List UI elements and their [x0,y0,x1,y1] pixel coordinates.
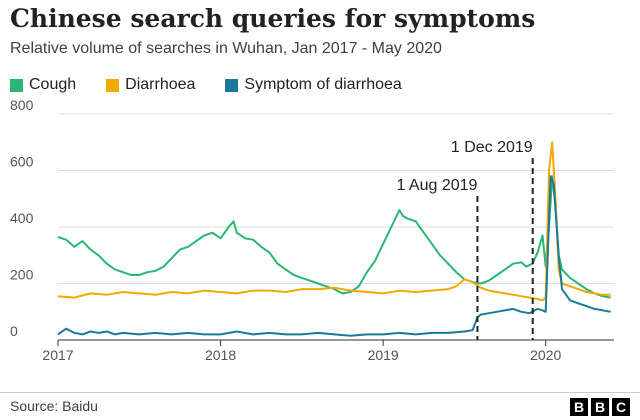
legend-swatch-diarrhoea [106,78,120,92]
legend-label-cough: Cough [29,76,77,93]
x-tick-label-2018: 2018 [205,347,236,363]
legend-swatch-symptom-of-diarrhoea [225,78,239,92]
x-tick-label-2017: 2017 [42,347,73,363]
chart-title: Chinese search queries for symptoms [10,4,536,33]
series-line-diarrhoea [57,141,611,302]
y-tick-label-400: 400 [10,210,34,226]
line-chart: 0 200 400 600 800 2017 2018 2019 2020 1 Aug 2019 1… [10,97,614,363]
bbc-logo: B B C [567,398,630,416]
logo-letter-c: C [612,398,630,416]
y-tick-label-0: 0 [10,323,18,339]
y-tick-label-800: 800 [10,97,34,113]
logo-letter-b1: B [570,398,588,416]
annotation-label-2: 1 Dec 2019 [451,139,533,156]
x-tick-label-2020: 2020 [530,347,561,363]
footer-divider [0,392,640,393]
x-tick-label-2019: 2019 [368,347,399,363]
legend-item-cough: Cough [10,76,76,94]
series-line-cough [57,175,611,299]
y-tick-label-200: 200 [10,267,34,283]
legend-label-diarrhoea: Diarrhoea [125,76,196,93]
chart-subtitle: Relative volume of searches in Wuhan, Ja… [10,40,442,57]
logo-letter-b2: B [591,398,609,416]
y-tick-label-600: 600 [10,154,34,170]
legend-item-diarrhoea: Diarrhoea [106,76,195,94]
source-note: Source: Baidu [10,398,98,414]
chart-legend: Cough Diarrhoea Symptom of diarrhoea [10,74,432,96]
legend-item-symptom-of-diarrhoea: Symptom of diarrhoea [225,76,402,94]
legend-label-symptom-of-diarrhoea: Symptom of diarrhoea [244,76,402,93]
series-line-symptom-of-diarrhoea [57,175,611,337]
annotation-label-1: 1 Aug 2019 [396,177,477,194]
legend-swatch-cough [10,78,23,92]
